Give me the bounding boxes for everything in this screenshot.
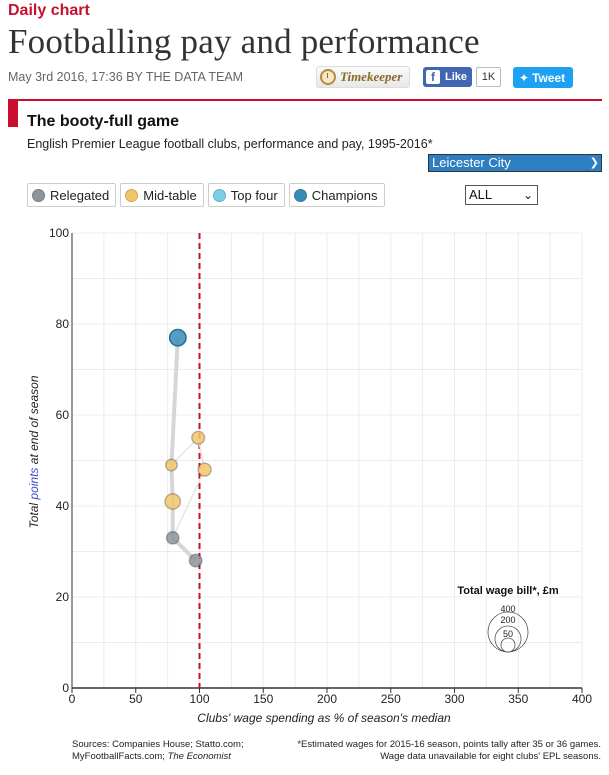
chevron-down-icon: ❯ <box>589 157 599 169</box>
size-legend-label: 400 <box>500 604 515 614</box>
data-point-champions[interactable] <box>168 328 187 347</box>
trajectory-path <box>169 337 198 563</box>
data-point-relegated[interactable] <box>165 530 180 545</box>
legend-dot-relegated <box>32 188 45 202</box>
season-select-value: ALL <box>469 187 493 202</box>
legend-label-top-four: Top four <box>230 187 278 203</box>
sources-economist: The Economist <box>167 751 231 762</box>
category-legend: Relegated Mid-table Top four Champions <box>27 183 385 207</box>
y-axis-label-highlight: points <box>27 468 41 501</box>
y-tick-label: 80 <box>56 317 70 331</box>
legend-dot-mid-table <box>125 188 139 202</box>
legend-label-mid-table: Mid-table <box>143 187 197 203</box>
tweet-label: Tweet <box>532 70 566 85</box>
x-tick-label: 350 <box>508 692 528 706</box>
sources: Sources: Companies House; Statto.com; My… <box>72 739 244 763</box>
data-point-relegated[interactable] <box>188 553 203 568</box>
y-tick-label: 20 <box>56 590 70 604</box>
footnote-line-1: *Estimated wages for 2015-16 season, poi… <box>297 739 601 750</box>
size-legend-label: 200 <box>500 615 515 625</box>
like-label: Like <box>445 71 468 83</box>
club-select[interactable]: Leicester City ❯ <box>428 154 602 172</box>
data-point-mid-table[interactable] <box>197 462 212 477</box>
legend-dot-top-four <box>212 188 226 202</box>
y-tick-label: 0 <box>62 681 69 695</box>
x-tick-label: 50 <box>129 692 143 706</box>
legend-label-relegated: Relegated <box>50 187 110 203</box>
sources-line-1: Sources: Companies House; Statto.com; <box>72 739 244 750</box>
y-tick-label: 40 <box>56 499 70 513</box>
timekeeper-button[interactable]: Timekeeper <box>316 66 410 88</box>
legend-label-champions: Champions <box>311 187 378 203</box>
x-tick-label: 300 <box>444 692 464 706</box>
byline: May 3rd 2016, 17:36 BY THE DATA TEAM <box>8 70 244 84</box>
section-marker <box>8 101 18 127</box>
size-legend-title: Total wage bill*, £m <box>457 585 558 597</box>
size-legend-circle <box>500 637 516 653</box>
facebook-like-button[interactable]: f Like <box>423 67 472 87</box>
chart-title: The booty-full game <box>27 113 179 130</box>
headline: Footballing pay and performance <box>8 22 480 61</box>
x-axis-label: Clubs' wage spending as % of season's me… <box>197 711 451 725</box>
season-select[interactable]: ALL ⌄ <box>465 185 538 205</box>
y-axis-label: Total points at end of season <box>27 375 41 528</box>
data-points-group <box>164 328 212 568</box>
x-tick-label: 150 <box>253 692 273 706</box>
footnote: *Estimated wages for 2015-16 season, poi… <box>297 739 601 763</box>
legend-dot-champions <box>293 188 307 202</box>
like-count: 1K <box>476 67 501 87</box>
tweet-button[interactable]: ✦ Tweet <box>513 67 573 88</box>
chart-axes: 0 50 100 150 200 250 300 350 400 0 20 40 60 80 100 <box>49 226 592 706</box>
twitter-bird-icon: ✦ <box>519 70 530 85</box>
clock-icon <box>320 69 336 85</box>
x-tick-label: 0 <box>69 692 76 706</box>
x-tick-label: 100 <box>189 692 209 706</box>
timekeeper-label: Timekeeper <box>340 69 403 84</box>
y-axis-label-pre: Total <box>27 500 41 529</box>
x-tick-label: 250 <box>381 692 401 706</box>
chart-grid <box>71 232 583 689</box>
data-point-mid-table[interactable] <box>191 430 206 445</box>
club-select-value: Leicester City <box>432 155 511 170</box>
scatter-chart: 0 50 100 150 200 250 300 350 400 0 20 40 60 80 100 Tot… <box>27 226 592 725</box>
facebook-icon: f <box>426 70 440 84</box>
x-tick-label: 200 <box>317 692 337 706</box>
x-tick-label: 400 <box>572 692 592 706</box>
sources-line-2: MyFootballFacts.com; The Economist <box>72 751 231 762</box>
chevron-down-icon: ⌄ <box>522 188 533 202</box>
y-axis-label-post: at end of season <box>27 375 41 467</box>
data-point-mid-table[interactable] <box>164 458 178 472</box>
footnote-line-2: Wage data unavailable for eight clubs' E… <box>380 751 601 762</box>
trajectory-path-secondary <box>170 436 206 539</box>
legend-relegated-button[interactable]: Relegated <box>27 183 117 207</box>
section-divider <box>8 99 602 101</box>
data-point-mid-table[interactable] <box>164 493 182 510</box>
chart-subtitle: English Premier League football clubs, p… <box>27 137 433 151</box>
kicker[interactable]: Daily chart <box>8 2 90 19</box>
legend-mid-table-button[interactable]: Mid-table <box>120 183 204 207</box>
legend-champions-button[interactable]: Champions <box>288 183 385 207</box>
y-tick-label: 100 <box>49 226 69 240</box>
size-legend-label: 50 <box>503 629 513 639</box>
y-tick-label: 60 <box>56 408 70 422</box>
legend-top-four-button[interactable]: Top four <box>207 183 285 207</box>
